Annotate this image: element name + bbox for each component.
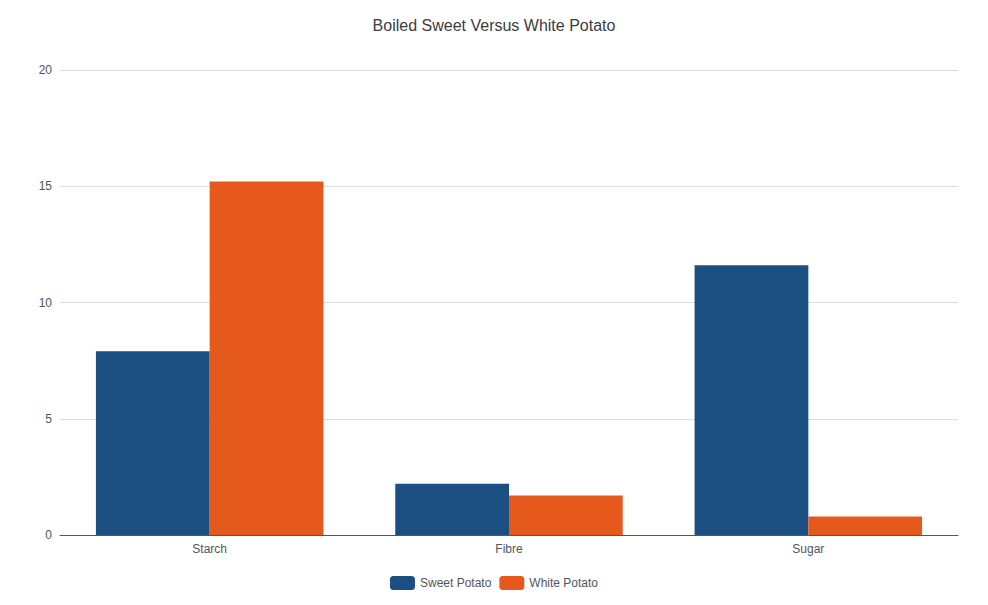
svg-text:Sweet Potato: Sweet Potato — [420, 576, 492, 590]
svg-text:20: 20 — [39, 63, 53, 77]
svg-text:Fibre: Fibre — [495, 542, 523, 556]
svg-text:10: 10 — [39, 296, 53, 310]
svg-text:Starch: Starch — [192, 542, 227, 556]
svg-text:Sugar: Sugar — [792, 542, 824, 556]
svg-text:White Potato: White Potato — [529, 576, 598, 590]
svg-text:Boiled Sweet Versus White Pota: Boiled Sweet Versus White Potato — [373, 17, 616, 34]
svg-text:0: 0 — [45, 528, 52, 542]
svg-text:15: 15 — [39, 179, 53, 193]
svg-text:5: 5 — [45, 412, 52, 426]
